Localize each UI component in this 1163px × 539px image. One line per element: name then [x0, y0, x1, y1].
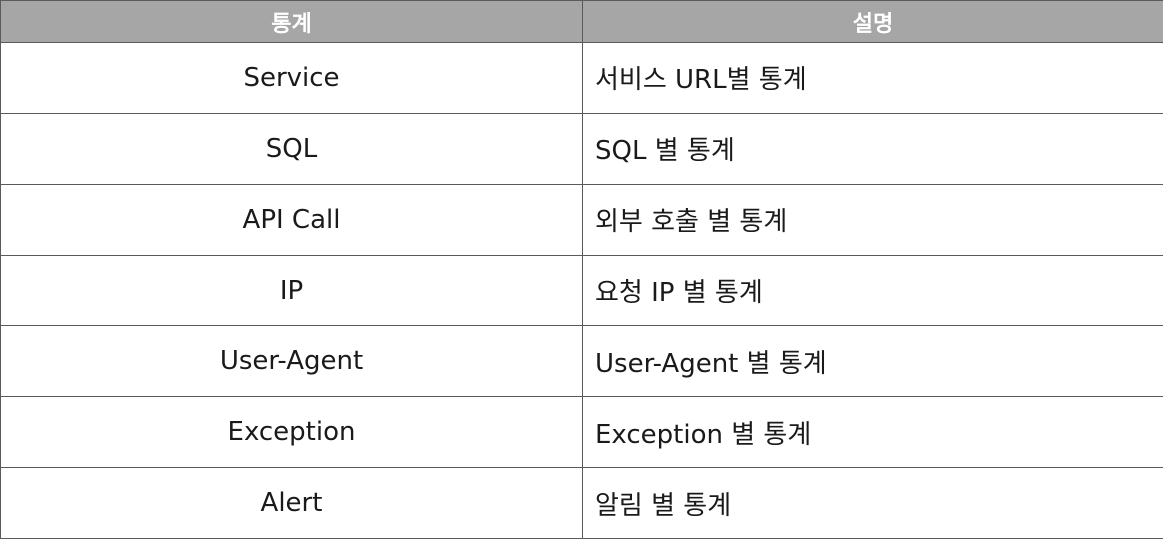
- stat-cell: IP: [1, 255, 583, 326]
- table-header: 통계 설명: [1, 1, 1163, 43]
- table-row: IP 요청 IP 별 통계: [1, 255, 1163, 326]
- table-row: Service 서비스 URL별 통계: [1, 43, 1163, 114]
- header-row: 통계 설명: [1, 1, 1163, 43]
- table-row: SQL SQL 별 통계: [1, 113, 1163, 184]
- table-row: User-Agent User-Agent 별 통계: [1, 326, 1163, 397]
- stat-cell: Service: [1, 43, 583, 114]
- table-row: Exception Exception 별 통계: [1, 397, 1163, 468]
- description-cell: 요청 IP 별 통계: [583, 255, 1163, 326]
- table-row: API Call 외부 호출 별 통계: [1, 184, 1163, 255]
- stat-cell: Alert: [1, 468, 583, 539]
- stat-cell: User-Agent: [1, 326, 583, 397]
- stat-cell: Exception: [1, 397, 583, 468]
- header-stat: 통계: [1, 1, 583, 43]
- description-cell: Exception 별 통계: [583, 397, 1163, 468]
- description-cell: SQL 별 통계: [583, 113, 1163, 184]
- header-description: 설명: [583, 1, 1163, 43]
- description-cell: 알림 별 통계: [583, 468, 1163, 539]
- description-cell: 서비스 URL별 통계: [583, 43, 1163, 114]
- description-cell: 외부 호출 별 통계: [583, 184, 1163, 255]
- description-cell: User-Agent 별 통계: [583, 326, 1163, 397]
- table-row: Alert 알림 별 통계: [1, 468, 1163, 539]
- stat-cell: SQL: [1, 113, 583, 184]
- table-body: Service 서비스 URL별 통계 SQL SQL 별 통계 API Cal…: [1, 43, 1163, 539]
- stat-cell: API Call: [1, 184, 583, 255]
